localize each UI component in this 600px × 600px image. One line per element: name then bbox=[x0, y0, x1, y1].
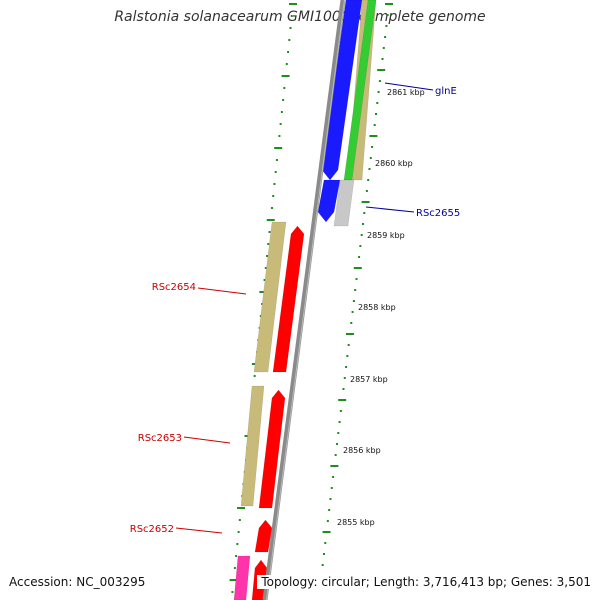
gene-leader-line bbox=[384, 82, 434, 91]
gene-rsc2654-red[interactable] bbox=[272, 225, 305, 373]
gene-features bbox=[233, 0, 377, 600]
scale-labels: 2861 kbp 2860 kbp 2859 kbp 2858 kbp 2857 kbp… bbox=[337, 88, 425, 527]
backbone-highlight bbox=[266, 0, 345, 600]
gene-pink-bottom[interactable] bbox=[233, 555, 251, 600]
scale-label: 2858 kbp bbox=[358, 303, 396, 312]
gene-leader-line bbox=[197, 287, 247, 295]
accession-label: Accession: NC_003295 bbox=[9, 575, 146, 589]
gene-leader-line bbox=[365, 206, 415, 213]
genome-summary: Topology: circular; Length: 3,716,413 bp… bbox=[257, 575, 591, 589]
genome-backbone bbox=[262, 0, 346, 600]
scale-label: 2857 kbp bbox=[350, 375, 388, 384]
gene-label-rsc2655[interactable]: RSc2655 bbox=[416, 208, 460, 219]
gene-label-glne[interactable]: glnE bbox=[435, 86, 457, 97]
gene-label-rsc2652[interactable]: RSc2652 bbox=[130, 524, 174, 535]
gene-leader-line bbox=[183, 436, 231, 444]
gene-label-group[interactable]: glnE RSc2655 RSc2654 RSc2653 RSc2652 bbox=[130, 82, 461, 535]
gene-leader-line bbox=[175, 527, 223, 534]
gene-rsc2655-blue[interactable] bbox=[317, 179, 341, 223]
scale-label: 2859 kbp bbox=[367, 231, 405, 240]
gene-rsc2654-khaki[interactable] bbox=[253, 221, 287, 373]
scale-label: 2855 kbp bbox=[337, 518, 375, 527]
scale-label: 2856 kbp bbox=[343, 446, 381, 455]
gene-rsc2653-red[interactable] bbox=[258, 389, 286, 509]
scale-label: 2861 kbp bbox=[387, 88, 425, 97]
gene-rsc2655-gray[interactable] bbox=[333, 179, 355, 227]
scale-label: 2860 kbp bbox=[375, 159, 413, 168]
gene-rsc2652-red[interactable] bbox=[254, 519, 273, 553]
gene-label-rsc2654[interactable]: RSc2654 bbox=[152, 282, 196, 293]
map-title: Ralstonia solanacearum GMI1000, complete… bbox=[114, 9, 486, 25]
gene-label-rsc2653[interactable]: RSc2653 bbox=[138, 433, 182, 444]
gene-rsc2653-khaki[interactable] bbox=[240, 385, 265, 507]
